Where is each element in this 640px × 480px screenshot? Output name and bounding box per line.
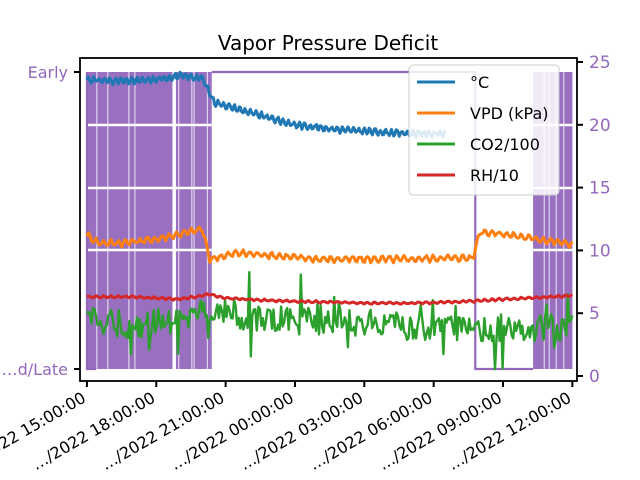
legend-label: RH/10 [470,166,519,185]
x-tick-label: …/2022 00:00:00 [167,388,297,474]
right-axis: 0 5 10 15 20 25 [577,53,611,387]
series-line-0 [85,70,447,139]
plot-frame [79,57,578,382]
left-tick-label: Early [28,63,68,82]
x-tick-label: …/2022 21:00:00 [98,388,228,474]
right-tick-label: 10 [589,241,611,261]
right-tick-label: 20 [589,116,611,136]
right-tick-label: 15 [589,179,611,199]
series-line-2 [85,271,574,371]
series-line-1 [85,225,574,265]
left-tick-label: …d/Late [2,360,68,379]
series-line-3 [86,292,574,306]
right-tick-label: 5 [589,304,600,324]
x-tick-label: …/2022 18:00:00 [28,388,158,474]
legend-label: °C [470,73,489,92]
x-tick-label: …/2022 06:00:00 [306,388,436,474]
left-axis: Early …d/Late [2,63,80,379]
x-tick-label: …/2022 09:00:00 [375,388,505,474]
x-tick-label: …/2022 03:00:00 [236,388,366,474]
x-tick-label: …/2022 12:00:00 [444,388,574,474]
right-tick-label: 25 [589,53,611,73]
x-axis: …2022 15:00:00…/2022 18:00:00…/2022 21:0… [0,381,574,474]
series-layer [85,70,574,371]
chart-title: Vapor Pressure Deficit [218,31,439,55]
legend-label: VPD (kPa) [470,104,548,123]
right-tick-label: 0 [589,367,600,387]
bg-early-line [211,70,534,371]
legend-label: CO2/100 [470,135,540,154]
legend-box [408,64,560,196]
legend: °C VPD (kPa) CO2/100 RH/10 [408,64,560,196]
bg-edge-line [85,72,97,371]
